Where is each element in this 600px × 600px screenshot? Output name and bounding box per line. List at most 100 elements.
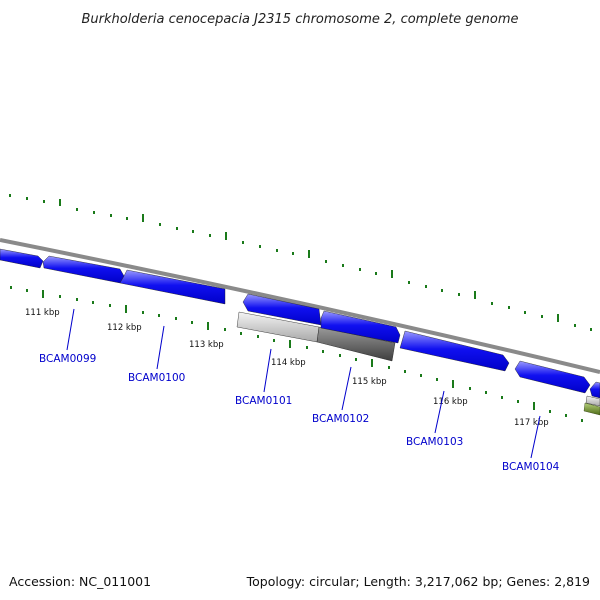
tick-mark (176, 227, 178, 230)
kbp-label: 115 kbp (352, 377, 387, 387)
tick-mark (225, 232, 227, 240)
kbp-label: 114 kbp (271, 358, 306, 368)
tick-mark (574, 324, 576, 327)
tick-mark (43, 200, 45, 203)
tick-mark (325, 260, 327, 263)
leader-line (341, 366, 352, 411)
kbp-label: 113 kbp (189, 340, 224, 350)
tick-mark (10, 286, 12, 289)
backbone-ring (0, 238, 600, 374)
tick-mark (452, 380, 454, 388)
outer-tick-ring (9, 194, 592, 331)
tick-mark (359, 268, 361, 271)
tick-mark (404, 370, 406, 373)
gene-label[interactable]: BCAM0099 (39, 353, 96, 365)
tick-mark (501, 396, 503, 399)
gene-arrow-light[interactable] (585, 395, 600, 407)
gene-track (0, 248, 600, 416)
gene-label-leaders (66, 308, 541, 459)
tick-mark (458, 293, 460, 296)
tick-mark (436, 378, 438, 381)
tick-mark (92, 301, 94, 304)
gene-arrow[interactable] (589, 381, 600, 399)
tick-mark (408, 281, 410, 284)
tick-mark (533, 402, 535, 410)
tick-mark (126, 217, 128, 220)
tick-mark (371, 359, 373, 367)
tick-mark (175, 317, 177, 320)
map-title: Burkholderia cenocepacia J2315 chromosom… (81, 12, 518, 27)
tick-mark (420, 374, 422, 377)
tick-mark (158, 314, 160, 317)
gene-label[interactable]: BCAM0100 (128, 372, 185, 384)
inner-tick-ring (10, 286, 583, 422)
tick-mark (110, 214, 112, 217)
tick-mark (273, 339, 275, 342)
tick-mark (590, 328, 592, 331)
tick-mark (76, 298, 78, 301)
tick-mark (491, 302, 493, 305)
tick-mark (308, 250, 310, 258)
leader-line (156, 325, 165, 370)
tick-mark (375, 272, 377, 275)
gene-arrow[interactable] (242, 293, 322, 326)
tick-mark (517, 400, 519, 403)
gene-label[interactable]: BCAM0102 (312, 413, 369, 425)
gene-labels: BCAM0099 BCAM0100 BCAM0101 BCAM0102 BCAM… (39, 353, 560, 473)
gene-arrow[interactable] (42, 255, 125, 284)
tick-mark (240, 332, 242, 335)
kbp-label: 117 kbp (514, 418, 549, 428)
kbp-label: 116 kbp (433, 397, 468, 407)
tick-mark (292, 252, 294, 255)
gene-arrow[interactable] (0, 248, 44, 269)
gene-label[interactable]: BCAM0103 (406, 436, 463, 448)
kbp-labels: 111 kbp 112 kbp 113 kbp 114 kbp 115 kbp … (25, 308, 549, 428)
tick-mark (549, 410, 551, 413)
tick-mark (485, 391, 487, 394)
tick-mark (159, 223, 161, 226)
accession-text: Accession: NC_011001 (9, 574, 151, 589)
tick-mark (469, 387, 471, 390)
tick-mark (93, 211, 95, 214)
gene-arrow[interactable] (119, 269, 226, 305)
tick-mark (391, 270, 393, 278)
tick-mark (125, 305, 127, 313)
tick-mark (192, 230, 194, 233)
tick-mark (191, 321, 193, 324)
tick-mark (342, 264, 344, 267)
tick-mark (259, 245, 261, 248)
tick-mark (474, 291, 476, 299)
tick-mark (9, 194, 11, 197)
tick-mark (142, 214, 144, 222)
feature-green[interactable] (583, 402, 600, 416)
gene-arrow[interactable] (514, 360, 591, 394)
leader-line (66, 308, 75, 351)
tick-mark (276, 249, 278, 252)
gene-label[interactable]: BCAM0101 (235, 395, 292, 407)
tick-mark (581, 419, 583, 422)
tick-mark (339, 354, 341, 357)
tick-mark (242, 241, 244, 244)
tick-mark (355, 358, 357, 361)
tick-mark (508, 306, 510, 309)
tick-mark (565, 414, 567, 417)
gene-arrow[interactable] (399, 330, 510, 372)
tick-mark (59, 199, 61, 206)
genome-summary-text: Topology: circular; Length: 3,217,062 bp… (246, 574, 590, 589)
tick-mark (59, 295, 61, 298)
tick-mark (557, 314, 559, 322)
tick-mark (207, 322, 209, 330)
tick-mark (306, 346, 308, 349)
gene-arrow[interactable] (320, 310, 401, 344)
tick-mark (26, 289, 28, 292)
tick-mark (524, 311, 526, 314)
tick-mark (257, 335, 259, 338)
tick-mark (209, 234, 211, 237)
tick-mark (26, 197, 28, 200)
gene-label[interactable]: BCAM0104 (502, 461, 560, 473)
leader-line (434, 390, 445, 434)
tick-mark (76, 208, 78, 211)
tick-mark (109, 304, 111, 307)
leader-line (263, 348, 272, 393)
